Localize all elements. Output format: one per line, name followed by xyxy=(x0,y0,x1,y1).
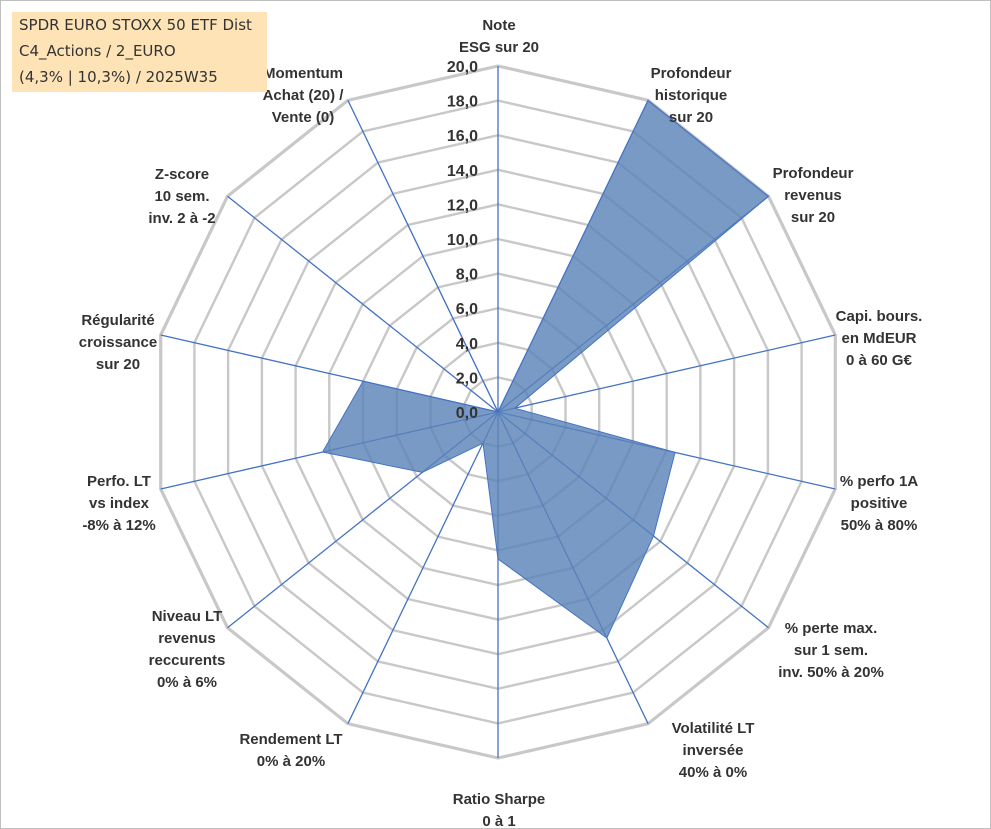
radar-axis-labels: Note ESG sur 20 Profondeur historique sur 20… xyxy=(79,17,923,828)
axis-label: Perfo. LT vs index -8% à 12% xyxy=(82,473,155,534)
tick-label: 6,0 xyxy=(456,301,478,318)
fund-category: C4_Actions / 2_EURO xyxy=(19,42,176,60)
axis-spoke xyxy=(497,334,836,413)
axis-label: Niveau LT revenus reccurents 0% à 6% xyxy=(149,608,226,691)
axis-label: Rendement LT 0% à 20% xyxy=(239,731,342,770)
series-area xyxy=(321,99,770,639)
tick-label: 0,0 xyxy=(456,405,478,422)
axis-label: Volatilité LT inversée 40% à 0% xyxy=(672,720,755,781)
tick-label: 2,0 xyxy=(456,370,478,387)
tick-label: 12,0 xyxy=(447,197,478,214)
tick-label: 14,0 xyxy=(447,163,478,180)
axis-spoke xyxy=(347,411,499,724)
axis-label: Régularité croissance sur 20 xyxy=(79,312,157,373)
axis-label: Momentum Achat (20) / Vente (0) xyxy=(263,65,345,126)
axis-spoke xyxy=(227,195,499,413)
axis-label: Z-score 10 sem. inv. 2 à -2 xyxy=(148,166,215,227)
tick-label: 18,0 xyxy=(447,94,478,111)
tick-label: 16,0 xyxy=(447,128,478,145)
axis-label: Note ESG sur 20 xyxy=(459,17,539,56)
radar-series xyxy=(321,99,770,639)
tick-label: 10,0 xyxy=(447,232,478,249)
fund-stats-week: (4,3% | 10,3%) / 2025W35 xyxy=(19,68,218,86)
fund-info-box: SPDR EURO STOXX 50 ETF Dist C4_Actions /… xyxy=(12,12,267,92)
radar-tick-labels: 0,0 2,0 4,0 6,0 8,0 10,0 12,0 14,0 16,0 18,0 20,0 xyxy=(447,59,478,422)
tick-label: 20,0 xyxy=(447,59,478,76)
axis-label: Profondeur historique sur 20 xyxy=(651,65,732,126)
tick-label: 4,0 xyxy=(456,336,478,353)
axis-label: Ratio Sharpe 0 à 1 xyxy=(453,791,546,828)
axis-label: Profondeur revenus sur 20 xyxy=(773,165,854,226)
axis-label: Capi. bours. en MdEUR 0 à 60 G€ xyxy=(836,308,923,369)
tick-label: 8,0 xyxy=(456,267,478,284)
fund-name: SPDR EURO STOXX 50 ETF Dist xyxy=(19,16,252,34)
axis-label: % perfo 1A positive 50% à 80% xyxy=(840,473,919,534)
axis-label: % perte max. sur 1 sem. inv. 50% à 20% xyxy=(778,620,884,681)
